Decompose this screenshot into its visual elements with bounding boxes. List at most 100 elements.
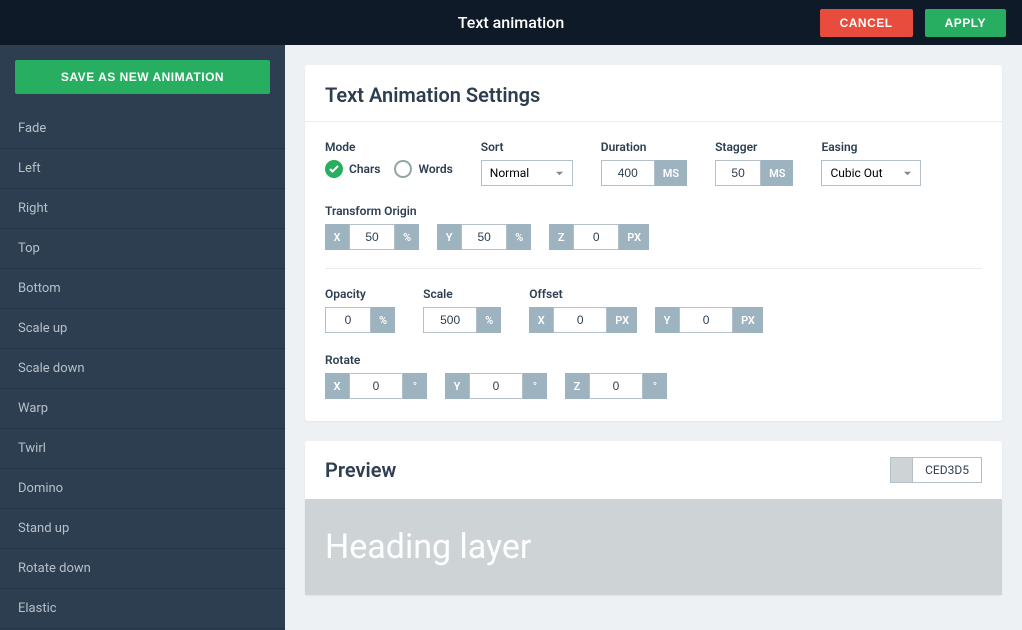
- mode-field: Mode Chars Words: [325, 140, 453, 186]
- scale-suffix: %: [477, 307, 501, 333]
- stagger-field: Stagger MS: [715, 140, 793, 186]
- offset-label: Offset: [529, 287, 763, 301]
- cancel-button[interactable]: CANCEL: [820, 9, 913, 37]
- opacity-label: Opacity: [325, 287, 395, 301]
- sidebar-preset-item[interactable]: Elastic: [0, 589, 285, 629]
- sidebar-preset-item[interactable]: Domino: [0, 469, 285, 509]
- to-y-input[interactable]: [461, 224, 507, 250]
- rotate-y-suffix: °: [523, 373, 547, 399]
- color-swatch: [891, 458, 913, 482]
- preview-color-picker[interactable]: CED3D5: [890, 457, 982, 483]
- preset-list: FadeLeftRightTopBottomScale upScale down…: [0, 109, 285, 630]
- preview-stage: Heading layer: [305, 499, 1002, 595]
- rotate-y-prefix: Y: [445, 373, 469, 399]
- duration-unit: MS: [655, 160, 687, 186]
- sidebar-preset-item[interactable]: Top: [0, 229, 285, 269]
- chevron-down-icon: [903, 169, 912, 178]
- save-as-new-animation-button[interactable]: SAVE AS NEW ANIMATION: [15, 60, 270, 94]
- sidebar-preset-item[interactable]: Scale up: [0, 309, 285, 349]
- transform-origin-label: Transform Origin: [325, 204, 649, 218]
- settings-body: Mode Chars Words Sort Normal Duration: [305, 122, 1002, 421]
- preview-panel: Preview CED3D5 Heading layer: [305, 441, 1002, 595]
- duration-label: Duration: [601, 140, 687, 154]
- settings-row-1: Mode Chars Words Sort Normal Duration: [325, 140, 982, 186]
- apply-button[interactable]: APPLY: [925, 9, 1006, 37]
- chevron-down-icon: [555, 169, 564, 178]
- rotate-y-input[interactable]: [469, 373, 523, 399]
- sidebar: SAVE AS NEW ANIMATION FadeLeftRightTopBo…: [0, 45, 285, 630]
- color-hex-value: CED3D5: [913, 463, 981, 477]
- rotate-x-prefix: X: [325, 373, 349, 399]
- preview-title: Preview: [325, 458, 396, 482]
- layout: SAVE AS NEW ANIMATION FadeLeftRightTopBo…: [0, 45, 1022, 630]
- to-z-input[interactable]: [573, 224, 619, 250]
- scale-input[interactable]: [423, 307, 477, 333]
- rotate-z-prefix: Z: [565, 373, 589, 399]
- to-y-suffix: %: [507, 224, 531, 250]
- sidebar-preset-item[interactable]: Bottom: [0, 269, 285, 309]
- offset-y-input[interactable]: [679, 307, 733, 333]
- sidebar-preset-item[interactable]: Left: [0, 149, 285, 189]
- to-x-prefix: X: [325, 224, 349, 250]
- mode-radio-chars[interactable]: Chars: [325, 160, 380, 178]
- offset-y-prefix: Y: [655, 307, 679, 333]
- sort-select[interactable]: Normal: [481, 160, 573, 186]
- offset-x-input[interactable]: [553, 307, 607, 333]
- opacity-suffix: %: [371, 307, 395, 333]
- rotate-x-input[interactable]: [349, 373, 403, 399]
- to-z-prefix: Z: [549, 224, 573, 250]
- sidebar-preset-item[interactable]: Scale down: [0, 349, 285, 389]
- mode-radio-words[interactable]: Words: [394, 160, 452, 178]
- opacity-field: Opacity %: [325, 287, 395, 333]
- sidebar-preset-item[interactable]: Right: [0, 189, 285, 229]
- to-x-input[interactable]: [349, 224, 395, 250]
- to-y-group: Y %: [437, 224, 531, 250]
- sidebar-preset-item[interactable]: Warp: [0, 389, 285, 429]
- sidebar-preset-item[interactable]: Rotate down: [0, 549, 285, 589]
- offset-field: Offset X PX Y PX: [529, 287, 763, 333]
- mode-label: Mode: [325, 140, 453, 154]
- easing-select[interactable]: Cubic Out: [821, 160, 921, 186]
- to-z-suffix: PX: [619, 224, 649, 250]
- offset-x-suffix: PX: [607, 307, 637, 333]
- rotate-z-input[interactable]: [589, 373, 643, 399]
- easing-field: Easing Cubic Out: [821, 140, 921, 186]
- rotate-z-group: Z °: [565, 373, 667, 399]
- radio-circle-icon: [394, 160, 412, 178]
- to-y-prefix: Y: [437, 224, 461, 250]
- duration-field: Duration MS: [601, 140, 687, 186]
- offset-y-group: Y PX: [655, 307, 763, 333]
- sidebar-preset-item[interactable]: Stand up: [0, 509, 285, 549]
- rotate-x-group: X °: [325, 373, 427, 399]
- header-title: Text animation: [458, 13, 565, 32]
- sort-label: Sort: [481, 140, 573, 154]
- sidebar-save-wrap: SAVE AS NEW ANIMATION: [0, 45, 285, 109]
- sidebar-preset-item[interactable]: Fade: [0, 109, 285, 149]
- stagger-input[interactable]: [715, 160, 761, 186]
- stagger-input-group: MS: [715, 160, 793, 186]
- sort-value: Normal: [490, 166, 529, 180]
- main-content: Text Animation Settings Mode Chars Words …: [285, 45, 1022, 630]
- offset-x-prefix: X: [529, 307, 553, 333]
- easing-value: Cubic Out: [830, 166, 882, 180]
- opacity-input[interactable]: [325, 307, 371, 333]
- rotate-label: Rotate: [325, 353, 667, 367]
- duration-input[interactable]: [601, 160, 655, 186]
- scale-label: Scale: [423, 287, 501, 301]
- header-actions: CANCEL APPLY: [820, 9, 1006, 37]
- stagger-unit: MS: [761, 160, 793, 186]
- to-z-group: Z PX: [549, 224, 649, 250]
- offset-x-group: X PX: [529, 307, 637, 333]
- sidebar-preset-item[interactable]: Twirl: [0, 429, 285, 469]
- to-x-suffix: %: [395, 224, 419, 250]
- easing-label: Easing: [821, 140, 921, 154]
- settings-row-2: Transform Origin X % Y %: [325, 204, 982, 250]
- transform-origin-field: Transform Origin X % Y %: [325, 204, 649, 250]
- settings-row-3: Opacity % Scale % Offs: [325, 287, 982, 399]
- radio-circle-icon: [325, 160, 343, 178]
- stagger-label: Stagger: [715, 140, 793, 154]
- settings-title: Text Animation Settings: [305, 65, 1002, 122]
- settings-panel: Text Animation Settings Mode Chars Words …: [305, 65, 1002, 421]
- separator: [325, 268, 982, 269]
- rotate-y-group: Y °: [445, 373, 547, 399]
